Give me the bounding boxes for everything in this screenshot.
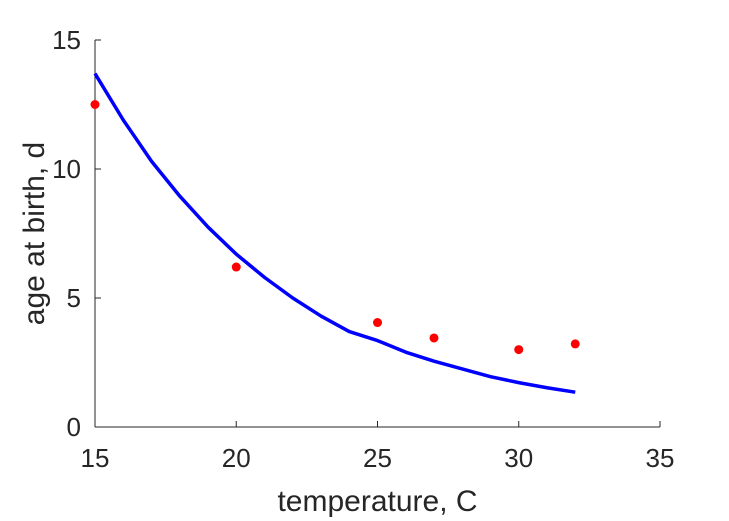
data-point [373,318,382,328]
data-point [231,262,241,272]
x-tick-label: 35 [646,443,675,473]
fit-curve [93,72,576,394]
data-point [570,339,580,349]
data-point [429,333,439,343]
series-layer [90,72,580,394]
y-tick-label: 10 [52,154,81,184]
y-tick-label: 5 [67,283,81,313]
ticks: 15 20 25 30 35 0 5 10 15 [52,25,674,473]
x-tick-label: 30 [504,443,533,473]
x-tick-label: 20 [222,443,251,473]
x-tick-label: 25 [363,443,392,473]
y-tick-label: 0 [67,412,81,442]
y-tick-label: 15 [52,25,81,55]
axes [94,40,660,428]
x-tick-label: 15 [81,443,110,473]
data-point [90,100,100,109]
x-axis-label: temperature, C [277,485,477,518]
data-point [514,345,524,355]
y-axis-label: age at birth, d [18,142,51,325]
